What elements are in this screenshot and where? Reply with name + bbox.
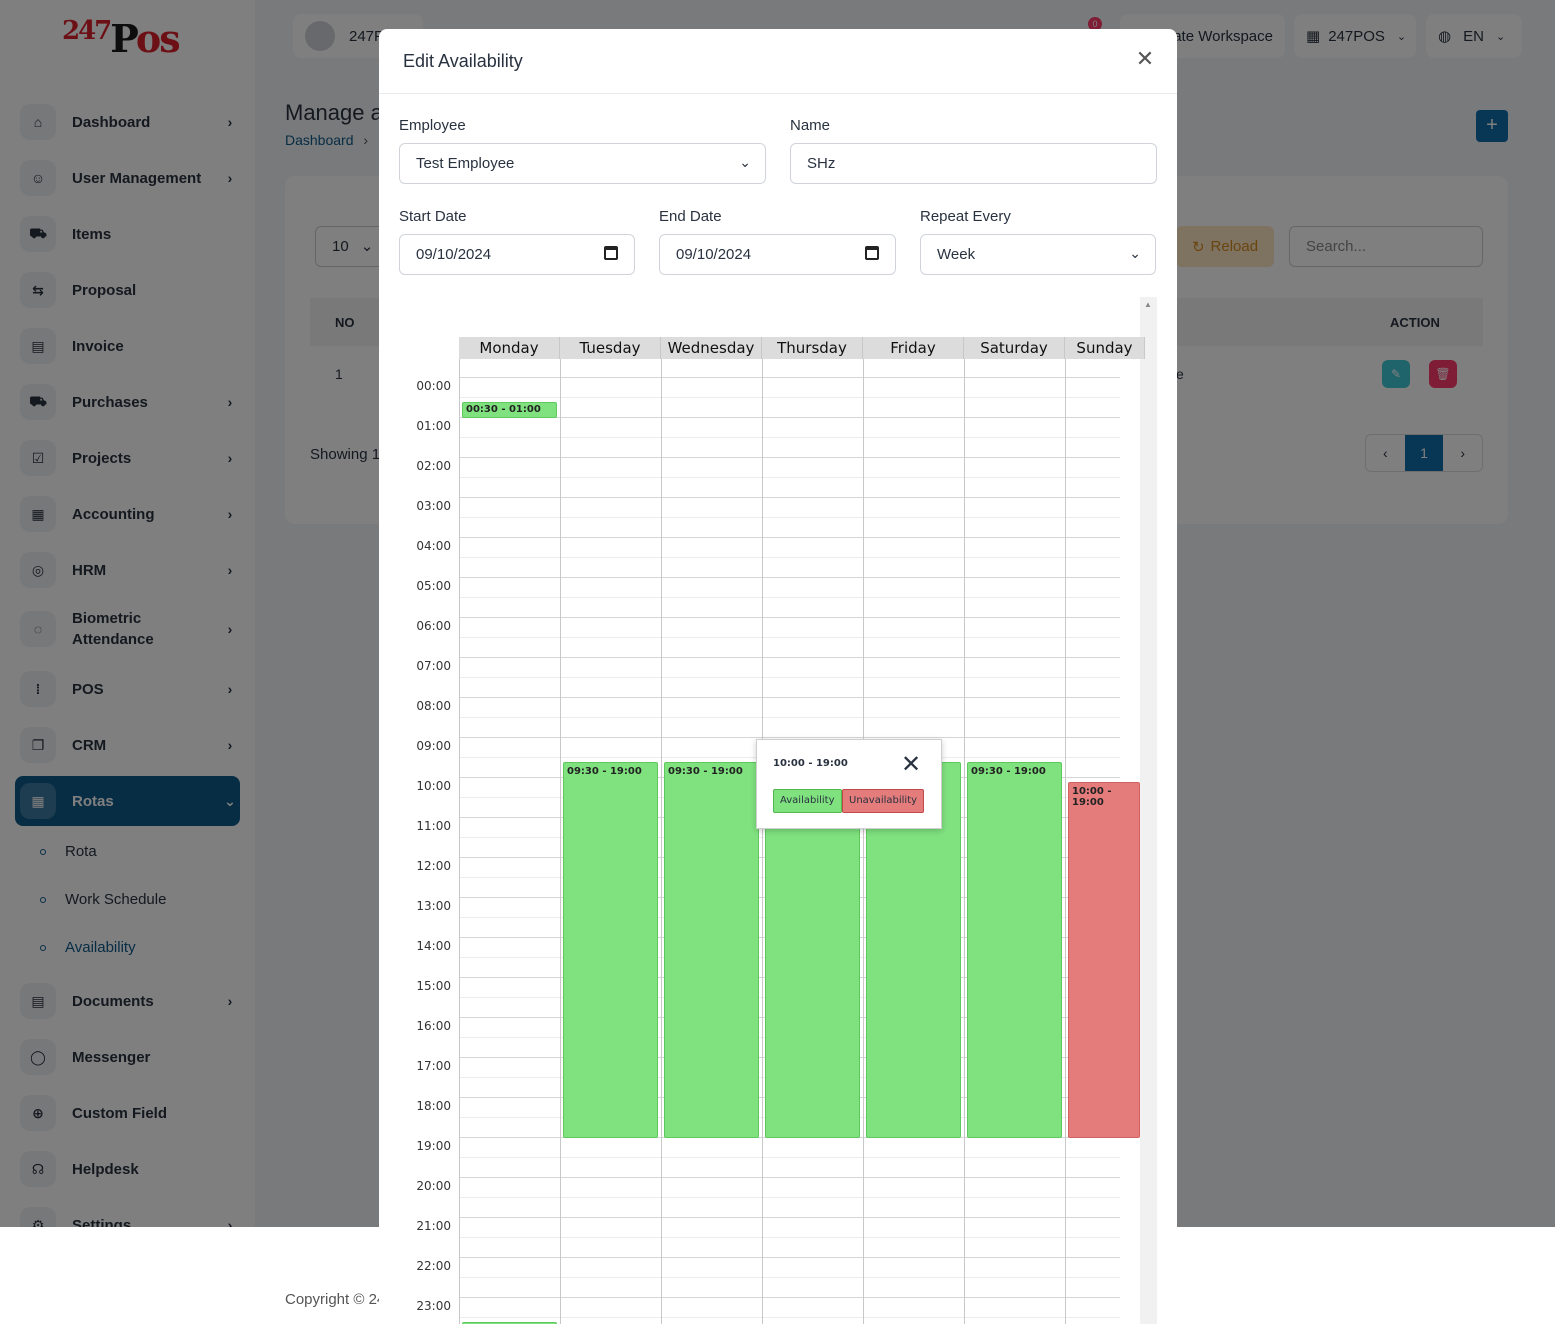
- name-input[interactable]: SHz: [790, 143, 1157, 184]
- day-header: Wednesday: [661, 337, 762, 359]
- day-header: Tuesday: [560, 337, 661, 359]
- modal-header: Edit Availability ✕: [379, 29, 1177, 94]
- calendar-icon[interactable]: [604, 246, 618, 260]
- availability-event[interactable]: 09:30 - 19:00: [967, 762, 1062, 1138]
- day-column-divider: [1065, 359, 1066, 1324]
- chevron-down-icon: ⌄: [1129, 245, 1141, 261]
- calendar-scrollbar[interactable]: ▲: [1140, 297, 1157, 1324]
- time-label: 17:00: [416, 1059, 451, 1073]
- half-hour-gridline: [459, 717, 1120, 718]
- time-label: 18:00: [416, 1099, 451, 1113]
- time-label: 04:00: [416, 539, 451, 553]
- day-header: Sunday: [1065, 337, 1145, 359]
- hour-gridline: [459, 1297, 1120, 1298]
- time-label: 08:00: [416, 699, 451, 713]
- half-hour-gridline: [459, 397, 1120, 398]
- half-hour-gridline: [459, 477, 1120, 478]
- repeat-every-label: Repeat Every: [920, 208, 1011, 225]
- hour-gridline: [459, 577, 1120, 578]
- half-hour-gridline: [459, 1277, 1120, 1278]
- hour-gridline: [459, 497, 1120, 498]
- half-hour-gridline: [459, 517, 1120, 518]
- hour-gridline: [459, 1217, 1120, 1218]
- time-label: 13:00: [416, 899, 451, 913]
- employee-select[interactable]: Test Employee ⌄: [399, 143, 766, 184]
- day-column-divider: [661, 359, 662, 1324]
- day-header: Thursday: [762, 337, 863, 359]
- edit-availability-modal: Edit Availability ✕ Employee Test Employ…: [379, 29, 1177, 1324]
- time-label: 16:00: [416, 1019, 451, 1033]
- half-hour-gridline: [459, 557, 1120, 558]
- event-popup-time: 10:00 - 19:00: [773, 758, 848, 769]
- time-label: 00:00: [416, 379, 451, 393]
- time-label: 02:00: [416, 459, 451, 473]
- set-unavailability-button[interactable]: Unavailability: [842, 789, 925, 813]
- hour-gridline: [459, 1257, 1120, 1258]
- half-hour-gridline: [459, 677, 1120, 678]
- day-header: Saturday: [964, 337, 1065, 359]
- day-header: Friday: [863, 337, 964, 359]
- half-hour-gridline: [459, 637, 1120, 638]
- half-hour-gridline: [459, 597, 1120, 598]
- time-label: 05:00: [416, 579, 451, 593]
- time-label: 09:00: [416, 739, 451, 753]
- hour-gridline: [459, 1177, 1120, 1178]
- repeat-every-select[interactable]: Week ⌄: [920, 234, 1156, 275]
- event-popup: 10:00 - 19:00 ✕ Availability Unavailabil…: [756, 739, 942, 829]
- copyright-text: Copyright © 24: [285, 1291, 386, 1308]
- hour-gridline: [459, 737, 1120, 738]
- day-header: Monday: [459, 337, 560, 359]
- end-date-input[interactable]: 09/10/2024: [659, 234, 896, 275]
- time-label: 14:00: [416, 939, 451, 953]
- hour-gridline: [459, 617, 1120, 618]
- close-icon[interactable]: ✕: [901, 750, 922, 778]
- start-date-label: Start Date: [399, 208, 467, 225]
- scroll-up-icon[interactable]: ▲: [1144, 300, 1152, 309]
- time-label: 11:00: [416, 819, 451, 833]
- chevron-down-icon: ⌄: [739, 154, 751, 170]
- modal-title: Edit Availability: [403, 51, 523, 71]
- time-label: 10:00: [416, 779, 451, 793]
- day-column-divider: [459, 359, 460, 1324]
- time-label: 03:00: [416, 499, 451, 513]
- availability-event[interactable]: 09:30 - 19:00: [664, 762, 759, 1138]
- hour-gridline: [459, 377, 1120, 378]
- half-hour-gridline: [459, 1197, 1120, 1198]
- day-column-divider: [863, 359, 864, 1324]
- day-column-divider: [560, 359, 561, 1324]
- hour-gridline: [459, 457, 1120, 458]
- availability-event[interactable]: 00:30 - 01:00: [462, 402, 557, 418]
- time-label: 21:00: [416, 1219, 451, 1233]
- start-date-input[interactable]: 09/10/2024: [399, 234, 635, 275]
- half-hour-gridline: [459, 437, 1120, 438]
- day-column-divider: [762, 359, 763, 1324]
- employee-label: Employee: [399, 117, 466, 134]
- availability-event[interactable]: 09:30 - 19:00: [563, 762, 658, 1138]
- calendar-icon[interactable]: [865, 246, 879, 260]
- half-hour-gridline: [459, 1157, 1120, 1158]
- time-label: 15:00: [416, 979, 451, 993]
- time-label: 06:00: [416, 619, 451, 633]
- time-label: 20:00: [416, 1179, 451, 1193]
- set-availability-button[interactable]: Availability: [773, 789, 842, 813]
- time-label: 23:00: [416, 1299, 451, 1313]
- hour-gridline: [459, 697, 1120, 698]
- availability-event[interactable]: 23:30 - 00:00: [462, 1322, 557, 1324]
- day-column-divider: [964, 359, 965, 1324]
- close-icon[interactable]: ✕: [1135, 46, 1155, 71]
- half-hour-gridline: [459, 1317, 1120, 1318]
- time-label: 19:00: [416, 1139, 451, 1153]
- time-label: 01:00: [416, 419, 451, 433]
- time-label: 07:00: [416, 659, 451, 673]
- time-label: 12:00: [416, 859, 451, 873]
- hour-gridline: [459, 417, 1120, 418]
- name-label: Name: [790, 117, 831, 134]
- end-date-label: End Date: [659, 208, 722, 225]
- hour-gridline: [459, 657, 1120, 658]
- hour-gridline: [459, 537, 1120, 538]
- time-label: 22:00: [416, 1259, 451, 1273]
- unavailability-event[interactable]: 10:00 - 19:00: [1068, 782, 1140, 1138]
- half-hour-gridline: [459, 1237, 1120, 1238]
